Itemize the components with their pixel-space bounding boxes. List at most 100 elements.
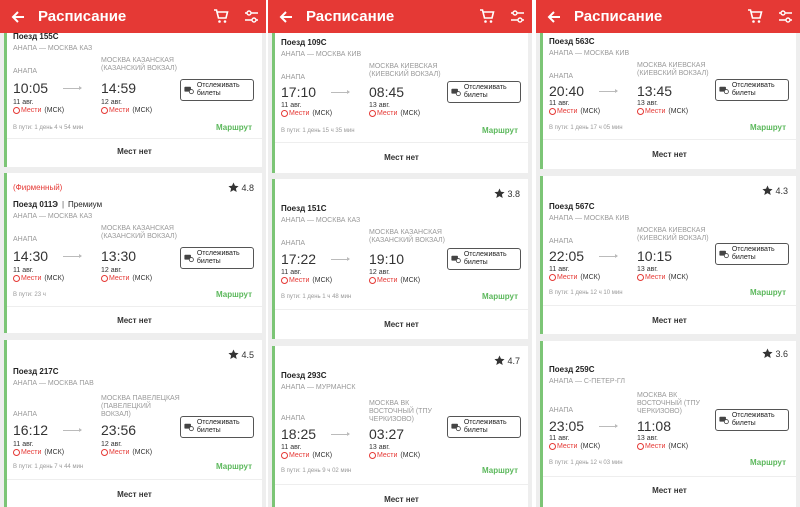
train-card[interactable]: 4.3 Поезд 567С АНАПА — МОСКВА КИВ АНАПА … (540, 176, 796, 334)
track-tickets-button[interactable]: Отслеживать билеты (180, 247, 254, 269)
departure-tz: Мести (МСК) (281, 110, 332, 117)
departure-date: 11 авг. (281, 444, 302, 451)
route-link[interactable]: Маршрут (215, 123, 252, 132)
track-tickets-button[interactable]: Отслеживать билеты (715, 409, 789, 431)
no-seats-label: Мест нет (384, 153, 419, 162)
travel-time: В пути: 1 день 1 ч 48 мин (281, 294, 352, 300)
train-card[interactable]: 3.8 Поезд 151С АНАПА — МОСКВА КАЗ АНАПА … (272, 179, 528, 339)
train-card[interactable]: 4.7 Поезд 293С АНАПА — МУРМАНСК АНАПА МО… (272, 346, 528, 507)
back-button[interactable] (0, 0, 36, 33)
departure-time: 20:40 (549, 83, 585, 99)
train-card[interactable]: 3.6 Поезд 259С АНАПА — С-ПЕТЕР-ГЛ АНАПА … (540, 341, 796, 507)
filter-button[interactable] (236, 0, 266, 33)
track-tickets-button[interactable]: Отслеживать билеты (180, 79, 254, 101)
departure-time: 14:30 (13, 248, 49, 264)
clock-icon (101, 107, 108, 114)
arrival-date: 13 авг. (369, 444, 390, 451)
ticket-track-icon (184, 86, 194, 95)
departure-date: 11 авг. (13, 99, 34, 106)
direction-arrow (331, 257, 350, 261)
page-title: Расписание (574, 8, 663, 25)
ticket-track-icon (451, 255, 461, 264)
route-link[interactable]: Маршрут (749, 288, 786, 297)
departure-time: 23:05 (549, 418, 585, 434)
departure-station: АНАПА (549, 73, 574, 80)
train-card[interactable]: Поезд 563С АНАПА — МОСКВА КИВ АНАПА МОСК… (540, 33, 796, 169)
cart-icon (480, 9, 495, 23)
route: АНАПА — МОСКВА ПАВ (13, 380, 94, 387)
arrival-tz: Мести (МСК) (637, 443, 688, 450)
rating: 4.5 (228, 349, 254, 360)
cart-button[interactable] (740, 0, 770, 33)
results-list[interactable]: Поезд 155С АНАПА — МОСКВА КАЗ АНАПА МОСК… (0, 27, 266, 507)
results-list[interactable]: Поезд 109С АНАПА — МОСКВА КИВ АНАПА МОСК… (268, 33, 532, 507)
filter-button[interactable] (502, 0, 532, 33)
arrival-date: 13 авг. (369, 102, 390, 109)
departure-date: 11 авг. (549, 435, 570, 442)
rating: 3.8 (494, 188, 520, 199)
ticket-track-icon (719, 86, 729, 95)
route-link[interactable]: Маршрут (481, 292, 518, 301)
arrival-tz: Мести (МСК) (101, 275, 152, 282)
page-title: Расписание (306, 8, 395, 25)
track-tickets-button[interactable]: Отслеживать билеты (180, 416, 254, 438)
app-header: Расписание (0, 0, 266, 33)
star-icon (762, 185, 774, 195)
direction-arrow (63, 254, 82, 258)
departure-date: 11 авг. (13, 267, 34, 274)
results-list[interactable]: Поезд 563С АНАПА — МОСКВА КИВ АНАПА МОСК… (536, 33, 800, 507)
route-link[interactable]: Маршрут (215, 290, 252, 299)
travel-time: В пути: 1 день 12 ч 10 мин (549, 290, 623, 296)
star-icon (494, 355, 506, 365)
track-tickets-button[interactable]: Отслеживать билеты (447, 248, 521, 270)
cart-button[interactable] (206, 0, 236, 33)
train-card[interactable]: Поезд 155С АНАПА — МОСКВА КАЗ АНАПА МОСК… (4, 27, 262, 167)
cart-button[interactable] (472, 0, 502, 33)
rating: 4.7 (494, 355, 520, 366)
ticket-track-icon (184, 254, 194, 263)
clock-icon (549, 108, 556, 115)
route-link[interactable]: Маршрут (749, 458, 786, 467)
track-tickets-button[interactable]: Отслеживать билеты (715, 243, 789, 265)
arrival-tz: Мести (МСК) (369, 452, 420, 459)
departure-station: АНАПА (13, 411, 38, 418)
departure-time: 17:22 (281, 251, 317, 267)
divider (7, 306, 262, 307)
rating: 4.8 (228, 182, 254, 193)
clock-icon (549, 443, 556, 450)
arrival-date: 13 авг. (637, 435, 658, 442)
app-header: Расписание (268, 0, 532, 33)
route-link[interactable]: Маршрут (215, 462, 252, 471)
arrival-tz: Мести (МСК) (369, 110, 420, 117)
route-link[interactable]: Маршрут (481, 466, 518, 475)
track-tickets-button[interactable]: Отслеживать билеты (447, 81, 521, 103)
travel-time: В пути: 1 день 15 ч 35 мин (281, 128, 355, 134)
train-card[interactable]: (Фирменный) 4.8 Поезд 011Э | Премиум АНАПА… (4, 173, 262, 333)
arrival-station: МОСКВА КАЗАНСКАЯ (КАЗАНСКИЙ ВОКЗАЛ) (369, 229, 445, 244)
travel-time: В пути: 23 ч (13, 292, 46, 298)
train-number: Поезд 563С (549, 37, 595, 46)
app-header: Расписание (536, 0, 800, 33)
arrival-tz: Мести (МСК) (637, 274, 688, 281)
rating: 4.3 (762, 185, 788, 196)
train-card[interactable]: Поезд 109С АНАПА — МОСКВА КИВ АНАПА МОСК… (272, 33, 528, 173)
divider (275, 484, 528, 485)
clock-icon (281, 452, 288, 459)
train-number: Поезд 293С (281, 371, 327, 380)
clock-icon (637, 443, 644, 450)
clock-icon (549, 274, 556, 281)
arrow-left-icon (547, 10, 560, 23)
arrival-time: 13:45 (637, 83, 673, 99)
arrival-tz: Мести (МСК) (369, 277, 420, 284)
back-button[interactable] (268, 0, 304, 33)
filter-button[interactable] (770, 0, 800, 33)
route: АНАПА — МОСКВА КИВ (281, 51, 362, 58)
route-link[interactable]: Маршрут (749, 123, 786, 132)
route-link[interactable]: Маршрут (481, 126, 518, 135)
train-card[interactable]: 4.5 Поезд 217С АНАПА — МОСКВА ПАВ АНАПА … (4, 340, 262, 507)
track-tickets-button[interactable]: Отслеживать билеты (715, 79, 789, 101)
direction-arrow (63, 86, 82, 90)
page-title: Расписание (38, 8, 127, 25)
back-button[interactable] (536, 0, 572, 33)
track-tickets-button[interactable]: Отслеживать билеты (447, 416, 521, 438)
